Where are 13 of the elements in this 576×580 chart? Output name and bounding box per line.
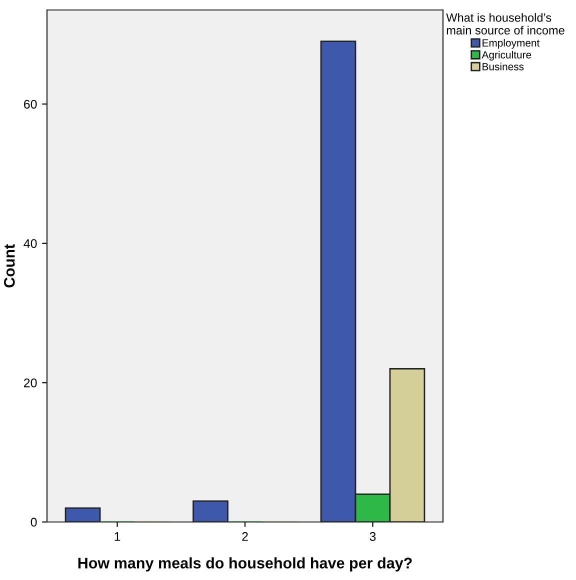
x-tick-label: 2	[242, 532, 248, 541]
legend-label: Employment	[482, 38, 540, 49]
y-axis-title: Count	[4, 244, 15, 288]
y-tick-label: 20	[24, 378, 37, 388]
x-tick-label: 1	[114, 532, 120, 541]
legend-label: Agriculture	[482, 50, 532, 61]
y-tick-label: 0	[30, 518, 37, 527]
legend-label: Business	[482, 62, 524, 70]
x-axis-title: How many meals do household have per day?	[78, 557, 412, 572]
x-tick-label: 3	[370, 532, 376, 541]
y-tick-label: 60	[24, 100, 37, 109]
y-tick-label: 40	[24, 239, 37, 248]
legend-title: What is household’s main source of income	[446, 13, 564, 35]
